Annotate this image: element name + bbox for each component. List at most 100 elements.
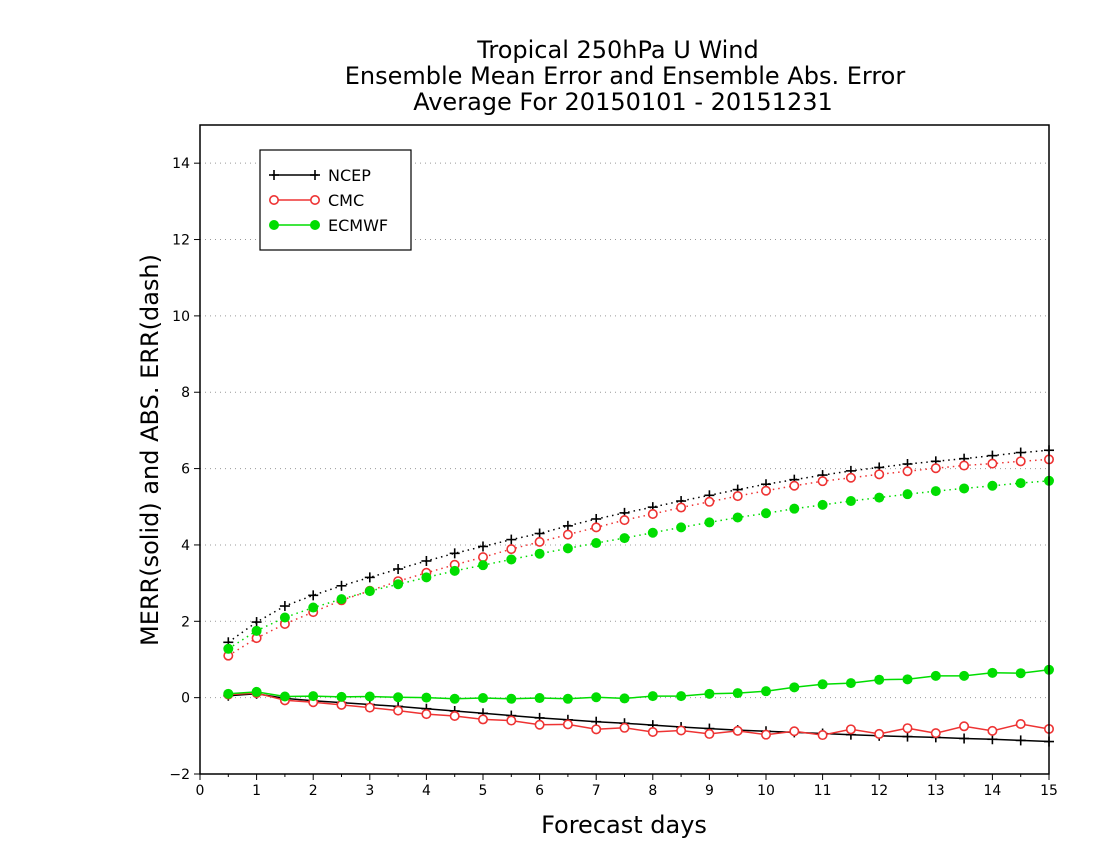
title-line-1: Tropical 250hPa U Wind [476,36,759,64]
point-cmc-abs_err-26 [959,460,970,471]
point-cmc-merr-4 [336,699,347,710]
point-cmc-merr-24 [902,723,913,734]
y-tick-label-7: 12 [172,233,190,249]
x-tick-label-12: 12 [870,783,888,799]
point-cmc-abs_err-11 [534,536,545,547]
point-cmc-merr-6 [393,705,404,716]
point-ecmwf-abs_err-8 [449,565,460,576]
legend-ecmwf-label: ECMWF [328,216,388,235]
legend: NCEP CMC ECMWF [259,149,412,251]
point-cmc-abs_err-16 [676,502,687,513]
legend-ncep-label: NCEP [328,166,371,185]
chart-title: Tropical 250hPa U Wind Ensemble Mean Err… [345,36,906,116]
y-tick-label-6: 10 [172,309,190,325]
point-ecmwf-merr-23 [874,674,885,685]
point-cmc-merr-10 [506,715,517,726]
x-tick-label-6: 6 [535,783,544,799]
point-ncep-abs_err-3 [308,590,319,601]
x-tick-label-10: 10 [757,783,775,799]
title-line-3: Average For 20150101 - 20151231 [413,88,833,116]
point-cmc-abs_err-25 [930,463,941,474]
point-ecmwf-merr-1 [251,686,262,697]
point-ncep-abs_err-10 [506,534,517,545]
point-ecmwf-merr-2 [279,691,290,702]
point-ecmwf-abs_err-24 [902,489,913,500]
point-ecmwf-merr-10 [506,693,517,704]
x-tick-label-2: 2 [309,783,318,799]
point-ecmwf-merr-27 [987,667,998,678]
point-cmc-merr-7 [421,709,432,720]
x-tick-label-0: 0 [196,783,205,799]
point-cmc-merr-26 [959,721,970,732]
series-cmc-abs_err-line [227,458,1050,657]
point-ncep-merr-28 [1015,735,1026,746]
point-cmc-merr-14 [619,722,630,733]
series-ncep-abs_err-line [227,449,1050,643]
x-axis-ticks: 0 1 2 3 4 5 6 7 8 9 10 11 12 13 14 15 [196,774,1058,799]
point-ncep-abs_err-12 [562,520,573,531]
x-tick-label-3: 3 [365,783,374,799]
point-cmc-merr-8 [449,710,460,721]
point-ecmwf-merr-18 [732,688,743,699]
gridlines [200,162,1049,775]
point-ecmwf-merr-8 [449,693,460,704]
plot-series [223,445,1055,747]
point-cmc-merr-15 [647,727,658,738]
y-tick-label-4: 6 [181,462,190,478]
point-ecmwf-merr-26 [959,670,970,681]
point-ncep-abs_err-11 [534,528,545,539]
point-ecmwf-abs_err-18 [732,512,743,523]
series-ecmwf-merr-line [228,669,1050,700]
point-ecmwf-merr-9 [478,693,488,704]
point-cmc-merr-17 [704,728,715,739]
point-ncep-merr-26 [959,733,970,744]
point-ecmwf-abs_err-17 [704,517,715,528]
x-tick-label-8: 8 [648,783,657,799]
y-tick-label-5: 8 [181,385,190,401]
point-cmc-abs_err-17 [704,496,715,507]
legend-item-ncep: NCEP [269,166,371,185]
point-cmc-merr-11 [534,719,545,730]
point-ncep-abs_err-7 [421,555,432,566]
point-ecmwf-abs_err-0 [223,643,234,654]
y-tick-label-0: −2 [169,767,190,783]
point-ecmwf-merr-12 [562,693,573,704]
point-ecmwf-merr-6 [393,692,404,703]
point-ecmwf-merr-3 [308,691,319,702]
point-ecmwf-merr-13 [591,692,602,703]
point-cmc-abs_err-10 [506,544,517,555]
legend-item-ecmwf: ECMWF [269,216,388,235]
point-ecmwf-merr-24 [902,674,913,685]
point-cmc-abs_err-24 [902,466,913,477]
y-tick-label-2: 2 [181,614,190,630]
point-ecmwf-abs_err-22 [845,496,856,507]
y-axis-label: MERR(solid) and ABS. ERR(dash) [136,254,164,646]
point-ecmwf-merr-20 [789,682,800,693]
point-ncep-merr-27 [987,734,998,745]
point-cmc-merr-25 [930,728,941,739]
point-cmc-abs_err-15 [647,509,658,520]
legend-ecmwf-marker-left [269,220,279,230]
legend-cmc-marker-right [309,195,320,206]
point-ecmwf-abs_err-16 [676,522,687,533]
point-ncep-abs_err-4 [336,580,347,591]
x-tick-label-15: 15 [1040,783,1058,799]
x-tick-label-11: 11 [814,783,832,799]
point-ecmwf-abs_err-26 [959,483,970,494]
point-cmc-abs_err-13 [591,522,602,533]
point-cmc-abs_err-27 [987,458,998,469]
point-ecmwf-merr-15 [647,691,658,702]
point-ecmwf-abs_err-6 [393,579,404,590]
series-cmc-merr-line [228,692,1050,736]
x-tick-label-14: 14 [983,783,1001,799]
point-cmc-merr-20 [789,726,800,737]
point-ecmwf-abs_err-27 [987,480,998,491]
point-ecmwf-merr-22 [845,678,856,689]
point-cmc-merr-27 [987,725,998,736]
title-line-2: Ensemble Mean Error and Ensemble Abs. Er… [345,62,906,90]
point-cmc-abs_err-20 [789,480,800,491]
point-ecmwf-merr-25 [930,670,941,681]
legend-item-cmc: CMC [268,191,364,210]
point-ecmwf-abs_err-13 [591,538,602,549]
